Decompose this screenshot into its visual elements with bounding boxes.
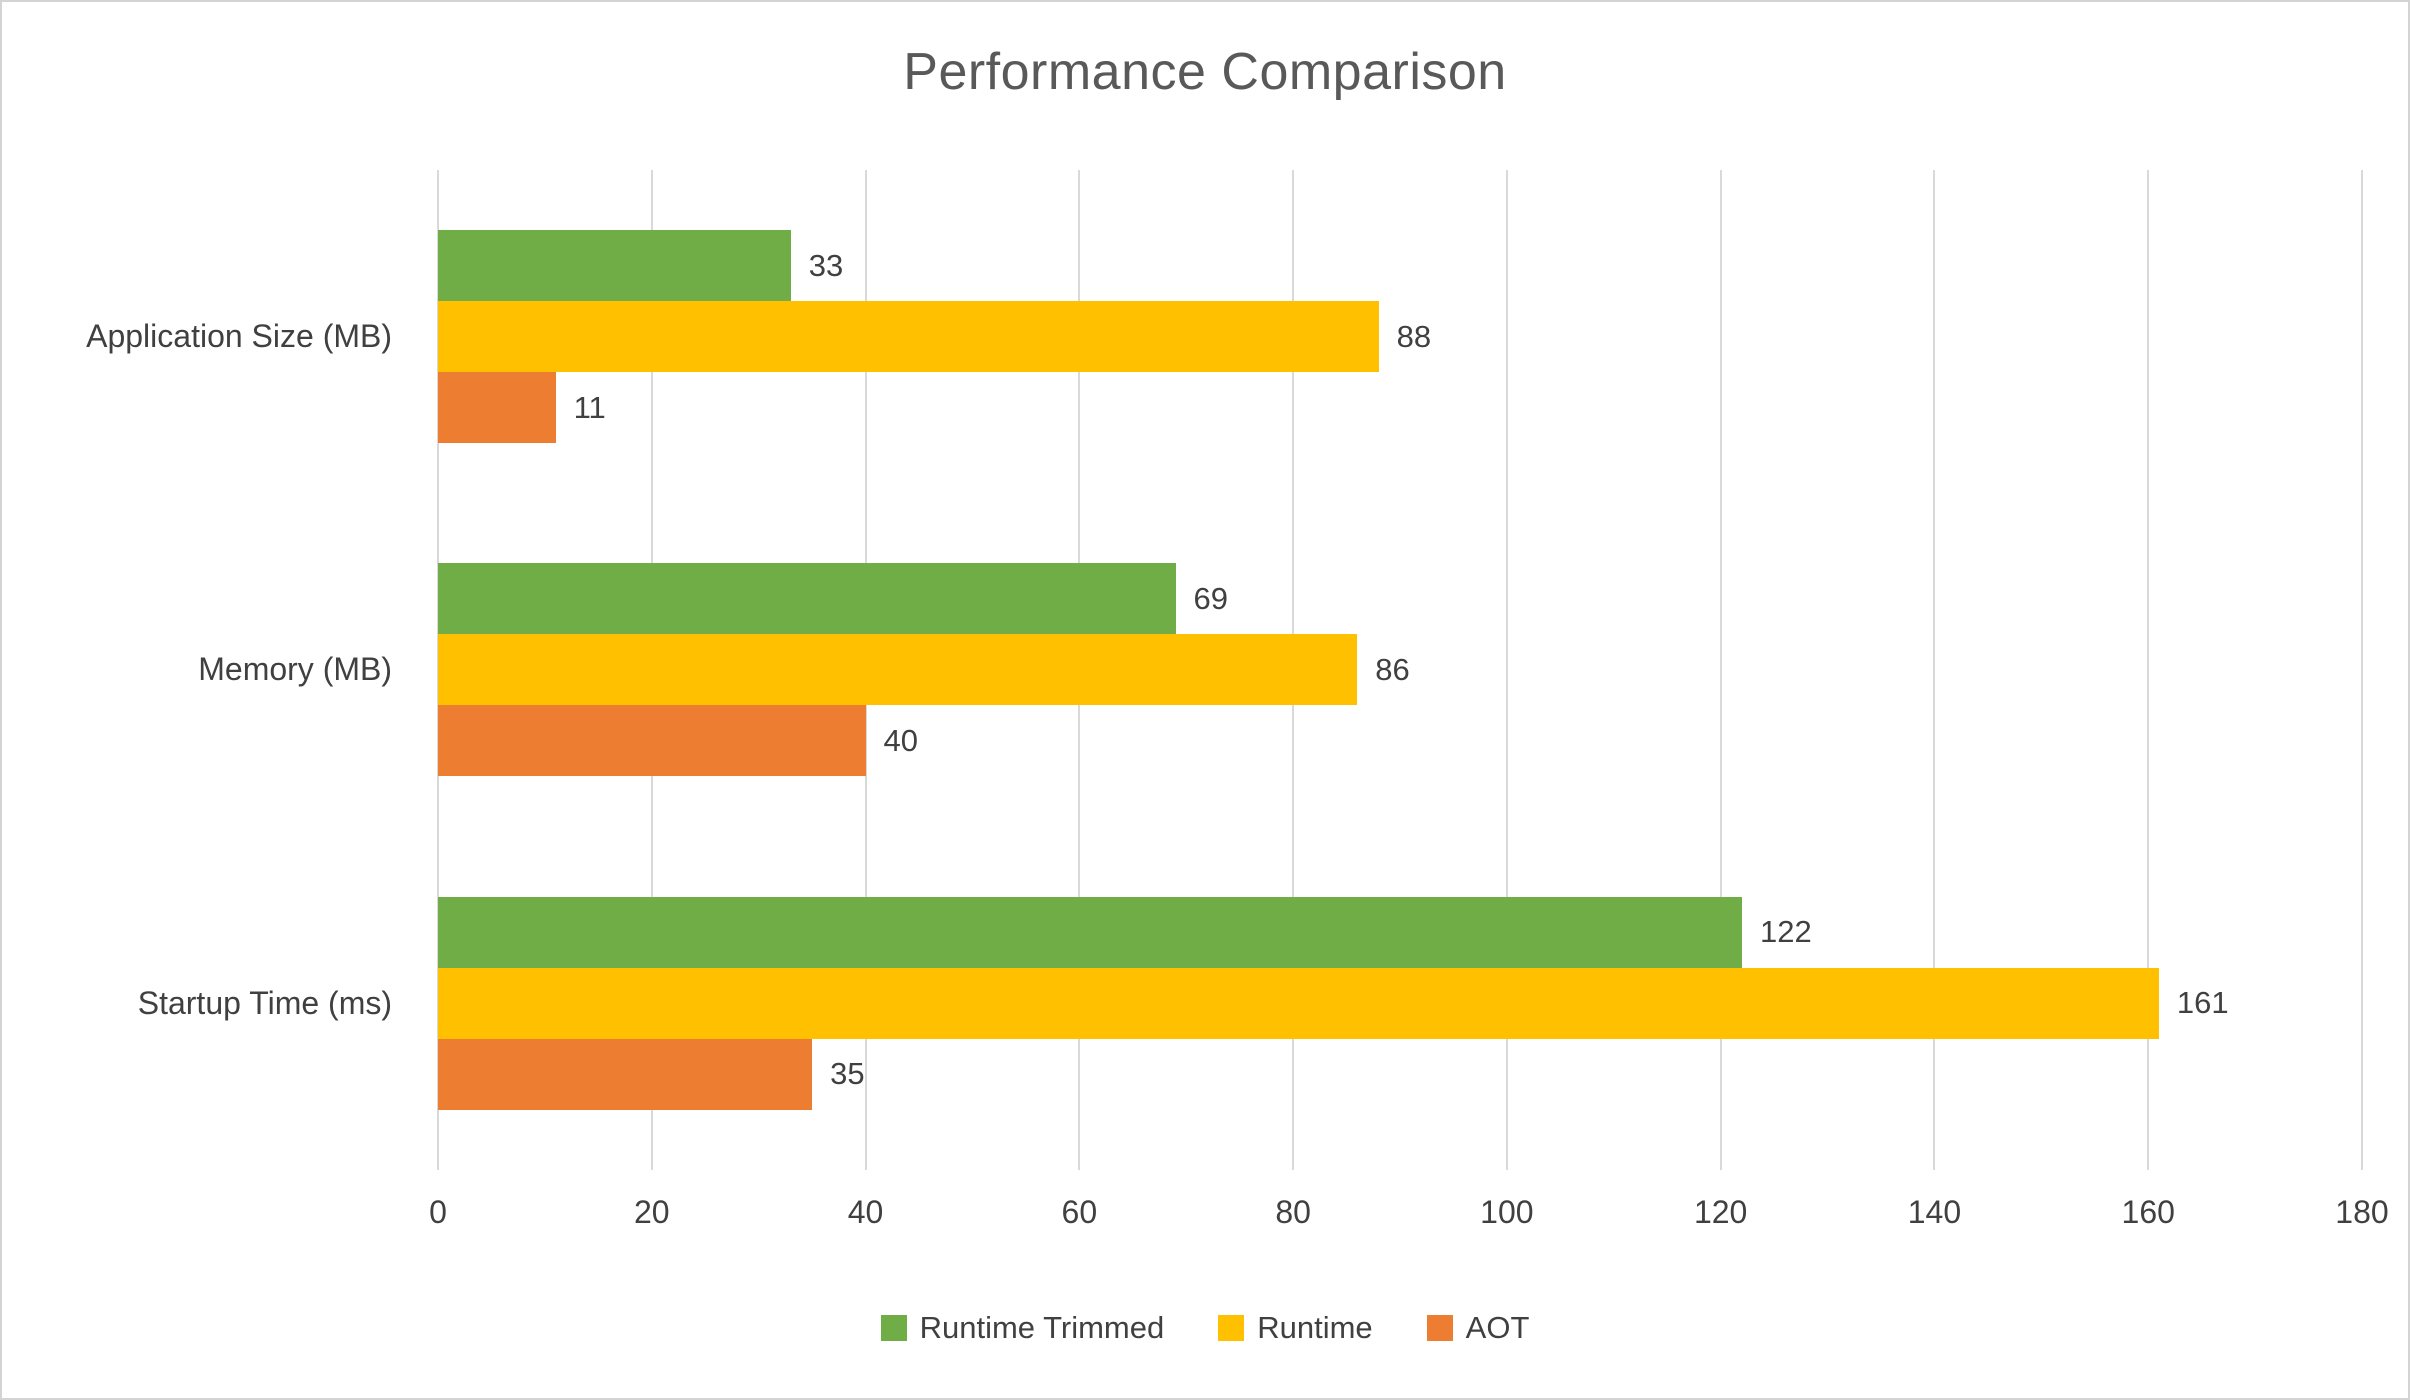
bar-group: 122 161 35: [438, 896, 2362, 1110]
grid-line: [1719, 170, 1722, 1170]
bar: [438, 563, 1176, 635]
grid-line: [2147, 170, 2150, 1170]
bar: [438, 1038, 813, 1110]
bar-groups: 33 88 11 69 86 40 122 161 35: [438, 170, 2362, 1170]
legend-item: Runtime: [1218, 1310, 1373, 1346]
bar-row: 33: [438, 230, 2362, 302]
bar: [438, 896, 1743, 968]
grid-line: [1933, 170, 1936, 1170]
x-tick-label: 80: [1275, 1194, 1311, 1230]
legend-label: Runtime Trimmed: [919, 1310, 1165, 1345]
grid-line: [2361, 170, 2363, 1170]
plot-area: 33 88 11 69 86 40 122 161 35: [437, 170, 2363, 1170]
category-label: Application Size (MB): [86, 318, 392, 355]
legend-swatch: [880, 1315, 907, 1341]
category-label: Startup Time (ms): [137, 984, 392, 1021]
bar-row: 86: [438, 634, 2362, 706]
bar-value-label: 161: [2176, 985, 2229, 1021]
bar-value-label: 40: [883, 722, 919, 758]
legend-item: Runtime Trimmed: [880, 1310, 1165, 1346]
bar-row: 122: [438, 896, 2362, 968]
bar-value-label: 86: [1375, 651, 1410, 687]
legend-swatch: [1426, 1315, 1453, 1341]
x-tick-label: 180: [2335, 1194, 2389, 1230]
grid-line: [1505, 170, 1508, 1170]
legend-label: AOT: [1465, 1310, 1530, 1345]
x-tick-label: 60: [1061, 1194, 1098, 1230]
x-tick-label: 160: [2121, 1194, 2175, 1230]
legend: Runtime Trimmed Runtime AOT: [2, 1310, 2408, 1346]
category-axis: Application Size (MB) Memory (MB) Startup …: [2, 170, 406, 1170]
x-tick-label: 100: [1480, 1194, 1534, 1230]
chart-title: Performance Comparison: [903, 43, 1507, 101]
bar-group: 33 88 11: [438, 230, 2362, 444]
bar-value-label: 35: [830, 1056, 865, 1092]
bar: [438, 230, 791, 302]
legend-swatch: [1218, 1315, 1245, 1341]
bar-row: 35: [438, 1038, 2362, 1110]
x-tick-label: 20: [633, 1194, 670, 1230]
bar: [438, 967, 2159, 1039]
bar-row: 40: [438, 705, 2362, 777]
bar-row: 11: [438, 372, 2362, 444]
bar-value-label: 69: [1193, 580, 1229, 616]
legend-item: AOT: [1426, 1310, 1530, 1346]
x-tick-label: 40: [847, 1194, 884, 1230]
bar: [438, 372, 556, 444]
x-tick-label: 140: [1907, 1194, 1962, 1230]
bar: [438, 634, 1358, 706]
bar-value-label: 88: [1396, 318, 1432, 354]
x-axis: 0 20 40 60 80 100 120 140 160 180: [429, 1194, 2389, 1238]
bar: [438, 705, 866, 777]
x-tick-label: 120: [1693, 1194, 1748, 1230]
bar: [438, 301, 1379, 373]
bar-row: 69: [438, 563, 2362, 635]
bar-value-label: 122: [1760, 914, 1812, 950]
bar-value-label: 33: [808, 247, 844, 283]
bar-value-label: 11: [573, 389, 606, 425]
bar-group: 69 86 40: [438, 563, 2362, 777]
bar-row: 88: [438, 301, 2362, 373]
category-label: Memory (MB): [198, 651, 392, 688]
bar-row: 161: [438, 967, 2362, 1039]
legend-label: Runtime: [1257, 1310, 1373, 1345]
x-tick-label: 0: [429, 1194, 447, 1230]
